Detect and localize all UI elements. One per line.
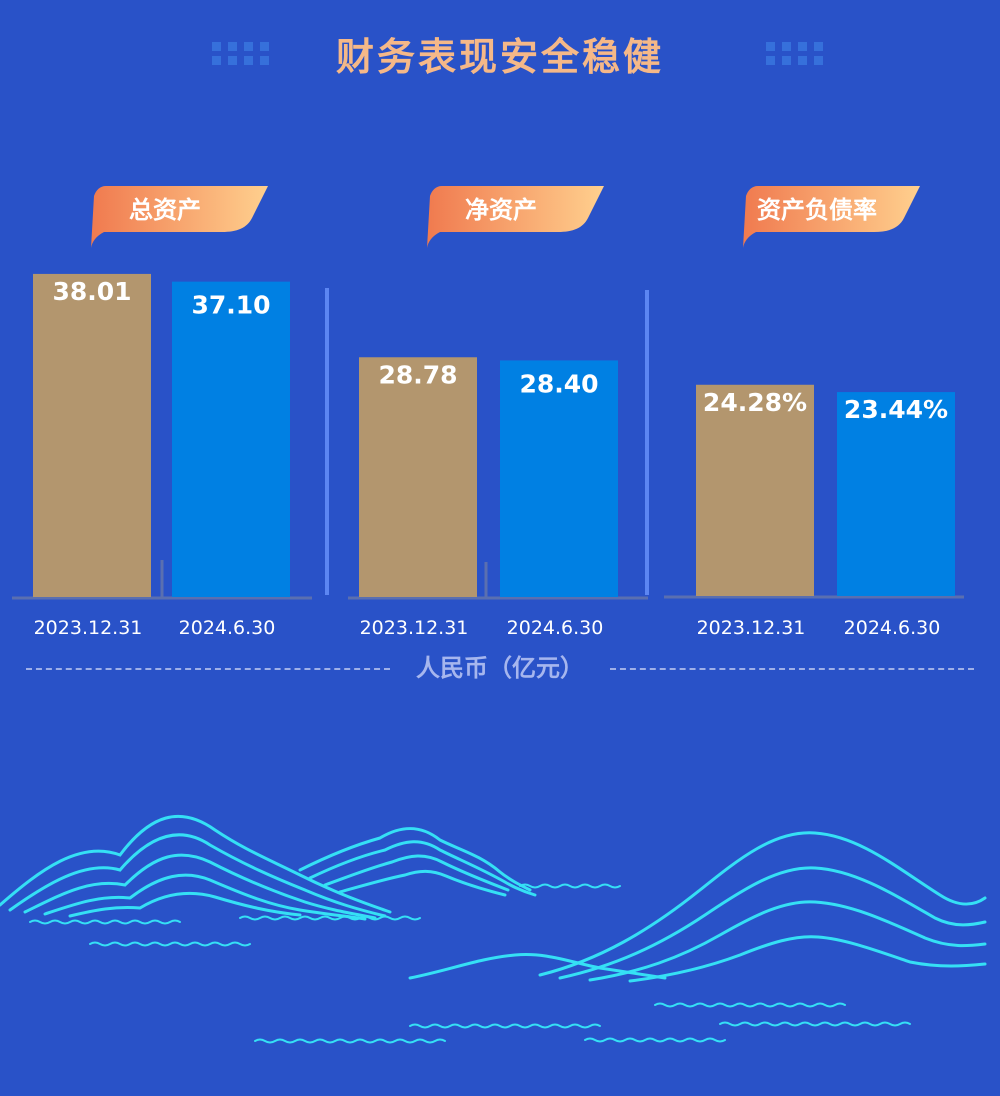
bar-2023.12.31 (696, 384, 814, 596)
data-label: 28.40 (519, 369, 598, 398)
mountain-decoration (0, 814, 987, 1044)
chart-tag (91, 186, 268, 248)
category-label: 2024.6.30 (844, 617, 941, 639)
category-label: 2024.6.30 (507, 617, 604, 639)
category-label: 2024.6.30 (179, 617, 276, 639)
bar-charts: 总资产 38.01 2023.12.31 37.10 2024.6.30 净资产 28.78… (12, 186, 964, 639)
unit-note: 人民币（亿元） (416, 654, 584, 682)
data-label: 28.78 (378, 360, 457, 389)
footnote-divider-left (26, 668, 390, 670)
page-title: 财务表现安全稳健 (335, 35, 664, 79)
chart-group-1: 总资产 38.01 2023.12.31 37.10 2024.6.30 (12, 186, 312, 639)
category-label: 2023.12.31 (360, 617, 469, 639)
bar-2024.6.30 (837, 392, 955, 596)
mountain-right-icon (408, 831, 987, 983)
bar-2024.6.30 (172, 281, 290, 597)
decor-dots-right (766, 42, 826, 66)
data-label: 24.28% (703, 388, 807, 417)
chart-title: 总资产 (129, 196, 201, 224)
water-ripples (29, 883, 911, 1044)
mountain-middle-icon (298, 827, 537, 897)
chart-tag (427, 186, 604, 248)
bar-2024.6.30 (500, 360, 618, 597)
chart-title: 净资产 (465, 196, 537, 224)
bar-2023.12.31 (359, 357, 477, 597)
chart-group-2: 净资产 28.78 2023.12.31 28.40 2024.6.30 (348, 186, 648, 639)
chart-title: 资产负债率 (757, 196, 877, 224)
data-label: 38.01 (52, 277, 131, 306)
decor-dots-left (212, 42, 272, 66)
chart-tag (743, 186, 920, 248)
chart-group-3: 资产负债率 24.28% 2023.12.31 23.44% 2024.6.30 (664, 186, 964, 639)
mountain-left-icon (0, 814, 392, 921)
category-label: 2023.12.31 (697, 617, 806, 639)
footnote-divider-right (610, 668, 974, 670)
bar-2023.12.31 (33, 273, 151, 597)
data-label: 23.44% (844, 395, 948, 424)
category-label: 2023.12.31 (34, 617, 143, 639)
data-label: 37.10 (191, 291, 270, 320)
